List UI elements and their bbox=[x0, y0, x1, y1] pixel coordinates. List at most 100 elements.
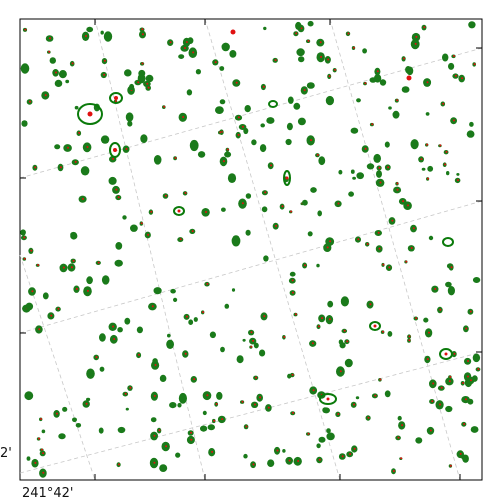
source-marker bbox=[318, 156, 326, 166]
source-marker bbox=[373, 153, 382, 163]
source-marker bbox=[221, 42, 230, 52]
source-marker bbox=[293, 102, 301, 110]
source-marker bbox=[310, 187, 317, 193]
source-center bbox=[221, 418, 224, 421]
source-center bbox=[23, 257, 26, 260]
source-center bbox=[237, 116, 240, 119]
source-marker bbox=[58, 433, 66, 440]
source-marker bbox=[80, 166, 90, 176]
source-center bbox=[71, 62, 74, 65]
source-marker bbox=[251, 139, 257, 146]
source-marker bbox=[245, 229, 251, 236]
source-center bbox=[292, 291, 294, 294]
source-center bbox=[374, 394, 377, 397]
source-center bbox=[328, 318, 331, 321]
source-marker bbox=[224, 303, 230, 309]
source-center bbox=[420, 158, 423, 161]
source-marker bbox=[100, 135, 110, 144]
source-center bbox=[450, 266, 453, 269]
source-center bbox=[245, 425, 248, 428]
source-marker bbox=[425, 112, 430, 116]
source-center bbox=[158, 429, 161, 432]
source-marker bbox=[169, 402, 177, 409]
source-center bbox=[281, 205, 284, 208]
source-center bbox=[407, 204, 409, 207]
source-center bbox=[138, 353, 140, 356]
source-center bbox=[163, 105, 166, 108]
source-marker bbox=[338, 169, 343, 175]
source-center bbox=[341, 455, 344, 458]
source-marker bbox=[167, 333, 171, 338]
coordinate-grid bbox=[19, 18, 483, 481]
source-center bbox=[48, 50, 51, 53]
source-marker bbox=[100, 30, 104, 35]
source-marker bbox=[86, 368, 95, 379]
source-center bbox=[343, 329, 346, 332]
source-marker bbox=[219, 66, 225, 71]
source-marker bbox=[289, 271, 296, 277]
source-marker bbox=[356, 172, 365, 180]
source-marker bbox=[207, 424, 215, 431]
source-center bbox=[37, 264, 40, 266]
source-markers bbox=[20, 20, 481, 478]
source-marker bbox=[242, 338, 246, 342]
source-center bbox=[153, 461, 156, 464]
source-center bbox=[147, 233, 150, 236]
source-center bbox=[405, 260, 408, 263]
source-center bbox=[164, 194, 167, 197]
source-marker bbox=[445, 405, 453, 413]
source-marker bbox=[263, 26, 267, 31]
source-center bbox=[457, 179, 459, 182]
source-center bbox=[274, 59, 277, 62]
source-marker bbox=[244, 105, 251, 113]
source-center bbox=[55, 71, 57, 74]
source-marker bbox=[253, 342, 259, 349]
source-marker bbox=[188, 319, 194, 326]
source-marker bbox=[99, 333, 106, 342]
source-marker bbox=[302, 199, 308, 206]
source-marker bbox=[125, 407, 129, 411]
source-marker bbox=[236, 355, 244, 364]
source-center bbox=[402, 200, 405, 203]
source-center bbox=[255, 376, 258, 379]
source-marker bbox=[103, 31, 113, 42]
source-marker bbox=[415, 437, 423, 444]
source-marker bbox=[243, 127, 249, 135]
source-marker bbox=[159, 374, 167, 382]
source-center bbox=[151, 305, 154, 308]
source-marker bbox=[224, 151, 232, 158]
source-center bbox=[454, 74, 457, 77]
source-center bbox=[40, 418, 43, 420]
source-center bbox=[254, 403, 256, 406]
source-center bbox=[103, 59, 106, 62]
source-marker bbox=[307, 20, 314, 27]
highlighted-centers bbox=[87, 29, 448, 401]
source-marker bbox=[209, 331, 216, 339]
source-center bbox=[415, 317, 418, 320]
source-center bbox=[391, 219, 394, 222]
source-marker bbox=[138, 69, 146, 77]
source-center bbox=[377, 231, 380, 234]
source-center bbox=[29, 100, 31, 103]
source-marker bbox=[54, 144, 61, 150]
source-marker bbox=[472, 353, 481, 363]
source-center bbox=[186, 41, 188, 43]
source-marker bbox=[260, 123, 266, 128]
source-marker bbox=[317, 210, 323, 217]
source-marker bbox=[266, 117, 275, 124]
source-marker bbox=[54, 79, 63, 87]
source-center bbox=[307, 432, 310, 435]
source-center bbox=[252, 463, 255, 466]
source-marker bbox=[298, 56, 305, 63]
source-center bbox=[371, 123, 374, 126]
source-center bbox=[242, 125, 244, 128]
source-marker bbox=[42, 292, 49, 300]
source-marker bbox=[245, 193, 252, 199]
source-center bbox=[115, 188, 118, 191]
source-marker bbox=[173, 297, 178, 302]
source-marker bbox=[421, 167, 426, 171]
source-marker bbox=[220, 346, 225, 353]
source-marker bbox=[366, 163, 375, 170]
source-center bbox=[408, 339, 411, 342]
source-marker bbox=[197, 151, 206, 158]
